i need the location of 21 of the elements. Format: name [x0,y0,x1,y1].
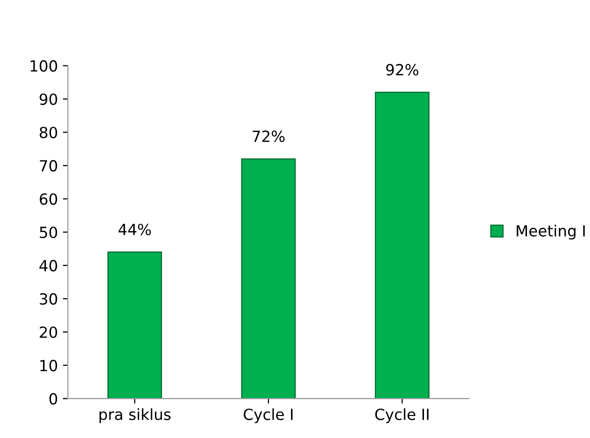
x-tick-label: Cycle II [375,408,428,424]
y-tick-label: 50 [40,226,58,238]
x-tick-label: pra siklus [100,408,171,424]
y-tick-label: 70 [40,160,58,172]
y-tick-label: 100 [30,60,58,72]
y-tick-label: 60 [40,193,58,205]
y-tick-label: 20 [40,326,58,338]
data-label: 44% [118,224,151,236]
x-tick-label: Cycle I [244,408,293,424]
y-tick-label: 0 [49,393,58,405]
data-label: 92% [386,64,418,76]
y-tick-label: 40 [39,260,58,272]
y-tick-label: 80 [40,126,58,138]
bar [241,158,296,399]
legend-label: Meeting I [516,224,585,240]
y-tick-label: 10 [40,360,58,372]
y-tick-label: 90 [40,93,58,106]
y-tick-label: 30 [40,293,58,305]
bar [107,252,162,399]
data-label: 72% [252,130,285,142]
bar [374,92,430,399]
